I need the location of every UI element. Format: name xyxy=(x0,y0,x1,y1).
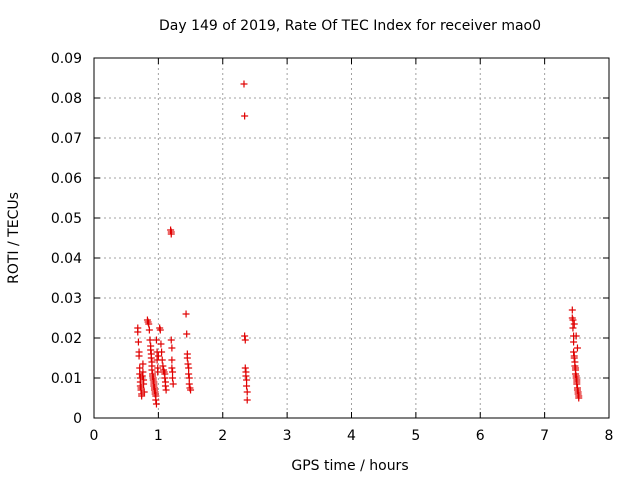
data-point xyxy=(159,362,167,370)
data-point xyxy=(152,400,160,408)
data-point xyxy=(573,380,581,388)
data-point xyxy=(140,388,148,396)
data-point xyxy=(162,386,170,394)
data-point xyxy=(241,364,249,372)
data-point xyxy=(146,336,154,344)
data-point xyxy=(169,380,177,388)
data-point xyxy=(183,330,191,338)
data-point xyxy=(158,348,166,356)
data-point xyxy=(139,360,147,368)
data-point xyxy=(241,112,249,120)
data-point xyxy=(185,370,193,378)
x-tick-label: 1 xyxy=(154,428,163,444)
data-point xyxy=(169,368,177,376)
data-point xyxy=(187,386,195,394)
data-point xyxy=(185,374,193,382)
data-point xyxy=(145,320,153,328)
data-point xyxy=(570,320,578,328)
data-point xyxy=(241,336,249,344)
x-tick-label: 4 xyxy=(347,428,356,444)
x-tick-label: 7 xyxy=(540,428,549,444)
data-point xyxy=(572,332,580,340)
data-point xyxy=(240,80,248,88)
data-point xyxy=(152,336,160,344)
data-point xyxy=(135,352,143,360)
data-point xyxy=(161,382,169,390)
x-tick-label: 3 xyxy=(283,428,292,444)
data-point xyxy=(147,346,155,354)
data-point xyxy=(570,348,578,356)
data-point xyxy=(157,340,165,348)
y-tick-label: 0.07 xyxy=(51,131,82,147)
data-point xyxy=(161,374,169,382)
data-point xyxy=(158,356,166,364)
data-point xyxy=(183,354,191,362)
data-point xyxy=(573,344,581,352)
y-tick-label: 0.04 xyxy=(51,251,82,267)
data-point xyxy=(140,380,148,388)
data-point xyxy=(136,364,144,372)
x-tick-label: 6 xyxy=(476,428,485,444)
data-point xyxy=(575,394,583,402)
data-point xyxy=(570,338,578,346)
data-point xyxy=(134,328,142,336)
y-tick-label: 0.02 xyxy=(51,331,82,347)
y-tick-label: 0.01 xyxy=(51,371,82,387)
data-point xyxy=(184,360,192,368)
data-point xyxy=(138,392,146,400)
axis-ticks: 0 1 2 3 4 5 6 7 8 0 0.01 0.02 0.03 0.04 0.05 0.06 0.07 0.… xyxy=(51,51,614,444)
data-point xyxy=(167,230,175,238)
data-point xyxy=(154,368,162,376)
data-point xyxy=(154,352,162,360)
data-point xyxy=(569,316,577,324)
data-point xyxy=(138,372,146,380)
y-tick-label: 0.05 xyxy=(51,211,82,227)
data-point xyxy=(182,310,190,318)
data-point xyxy=(152,396,160,404)
y-tick-label: 0.08 xyxy=(51,91,82,107)
data-point xyxy=(243,388,251,396)
data-point xyxy=(243,396,251,404)
data-point xyxy=(168,364,176,372)
data-point xyxy=(168,344,176,352)
data-point xyxy=(568,306,576,314)
chart-title: Day 149 of 2019, Rate Of TEC Index for r… xyxy=(159,18,541,34)
data-point xyxy=(167,336,175,344)
x-tick-label: 0 xyxy=(90,428,99,444)
data-point xyxy=(156,326,164,334)
data-point xyxy=(243,382,251,390)
data-point xyxy=(134,338,142,346)
y-tick-label: 0 xyxy=(73,411,82,427)
data-point xyxy=(185,364,193,372)
data-point xyxy=(185,380,193,388)
data-point xyxy=(570,354,578,362)
data-point xyxy=(168,356,176,364)
data-point xyxy=(169,374,177,382)
y-axis-label: ROTI / TECUs xyxy=(6,192,22,284)
data-point xyxy=(139,368,147,376)
y-tick-label: 0.03 xyxy=(51,291,82,307)
y-tick-label: 0.09 xyxy=(51,51,82,67)
x-axis-label: GPS time / hours xyxy=(291,458,408,474)
data-point xyxy=(243,376,251,384)
data-point xyxy=(148,366,156,374)
x-tick-label: 5 xyxy=(411,428,420,444)
x-tick-label: 2 xyxy=(218,428,227,444)
data-point xyxy=(145,326,153,334)
data-point xyxy=(241,332,249,340)
data-point xyxy=(242,372,250,380)
data-markers xyxy=(134,80,583,408)
data-point xyxy=(569,324,577,332)
x-tick-label: 8 xyxy=(605,428,614,444)
y-tick-label: 0.06 xyxy=(51,171,82,187)
data-point xyxy=(147,354,155,362)
grid-lines xyxy=(94,58,609,418)
